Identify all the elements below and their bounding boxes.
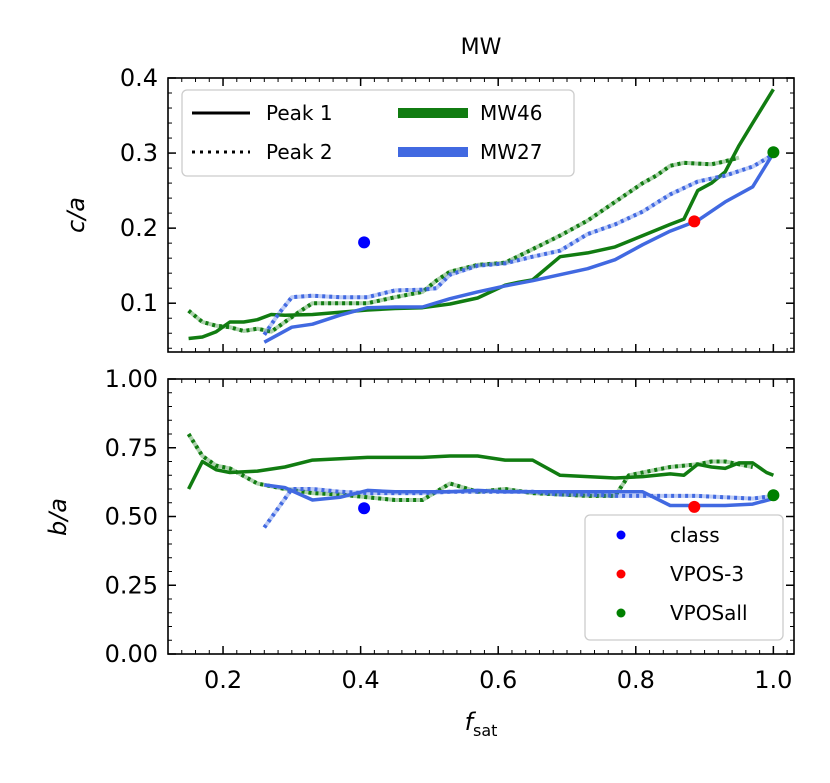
bottom-y-tick-label: 0.25 — [105, 571, 158, 599]
top-legend-box — [181, 89, 575, 177]
bottom-y-tick-label: 1.00 — [105, 365, 158, 393]
bottom-y-axis-label-text: b/a — [44, 498, 72, 536]
bottom-mw27-peak-2-line — [262, 487, 774, 529]
bottom-legend: class VPOS-3 VPOSall — [584, 514, 784, 641]
bottom-y-axis-label: b/a — [44, 498, 72, 536]
bottom-ticks-group: 0.00 0.25 0.50 0.75 1.00 0.2 0.4 0.6 0.8 1.0 — [105, 365, 794, 694]
x-tick-label: 0.4 — [342, 666, 380, 694]
top-y-tick-label: 0.1 — [120, 289, 158, 317]
top-y-axis-label-text: c/a — [62, 197, 90, 233]
top-ticks-group: 0.1 0.2 0.3 0.4 — [120, 64, 794, 352]
legend-vposall-label: VPOSall — [670, 601, 748, 625]
top-mw27-peak-1-line — [263, 152, 775, 344]
bottom-marker-class — [358, 502, 371, 515]
legend-class-label: class — [670, 523, 720, 547]
top-mw46-peak-1-line — [188, 88, 775, 341]
bottom-markers-group — [358, 489, 780, 515]
bottom-series-group — [186, 432, 775, 529]
top-mw46-peak-2-line — [187, 155, 740, 334]
top-mw27-peak-2-line — [262, 152, 775, 336]
x-axis-label-subscript: sat — [473, 721, 497, 740]
legend-mw27-label: MW27 — [480, 140, 542, 164]
legend-mw46-label: MW46 — [480, 101, 542, 125]
panel-bottom-b-over-a: 0.000.250.500.751.000.2 0.4 0.6 0.8 1.0 b/a … — [44, 365, 795, 694]
chart-title: MW — [461, 35, 502, 60]
bottom-y-tick-label: 0.75 — [105, 434, 158, 462]
top-series-group — [187, 88, 775, 344]
top-marker-vpos3 — [688, 215, 701, 228]
legend-vposall-marker — [616, 608, 626, 618]
bottom-legend-box — [584, 514, 784, 641]
legend-peak2-label: Peak 2 — [266, 140, 333, 164]
top-axes-frame — [167, 77, 795, 353]
top-markers-group — [358, 146, 780, 249]
bottom-mw46-peak-1-line — [187, 454, 775, 490]
x-tick-label: 0.6 — [479, 666, 517, 694]
bottom-y-tick-label: 0.50 — [105, 503, 158, 531]
legend-vpos3-marker — [616, 569, 626, 579]
x-axis-label: fsat — [465, 708, 498, 740]
x-tick-label: 0.8 — [617, 666, 655, 694]
x-tick-label: 1.0 — [754, 666, 792, 694]
top-y-tick-label: 0.3 — [120, 139, 158, 167]
top-marker-class — [358, 236, 371, 249]
legend-class-marker — [616, 530, 626, 540]
bottom-marker-vpos3 — [688, 500, 701, 513]
x-tick-label: 0.2 — [204, 666, 242, 694]
top-legend: Peak 1 Peak 2 MW46 MW27 — [181, 89, 575, 177]
top-mw46-peak-2-underlay — [187, 155, 740, 334]
legend-peak1-label: Peak 1 — [266, 101, 333, 125]
legend-vpos3-label: VPOS-3 — [670, 562, 744, 586]
bottom-marker-vposall — [767, 489, 780, 502]
panel-top-c-over-a: 0.1 0.2 0.3 0.4 c/a Peak 1 Peak 2 MW46 MW27 — [62, 64, 795, 353]
top-marker-vposall — [767, 146, 780, 159]
top-y-tick-label: 0.2 — [120, 214, 158, 242]
bottom-y-tick-label: 0.00 — [105, 640, 158, 668]
top-y-axis-label: c/a — [62, 197, 90, 233]
top-y-tick-label: 0.4 — [120, 64, 158, 92]
